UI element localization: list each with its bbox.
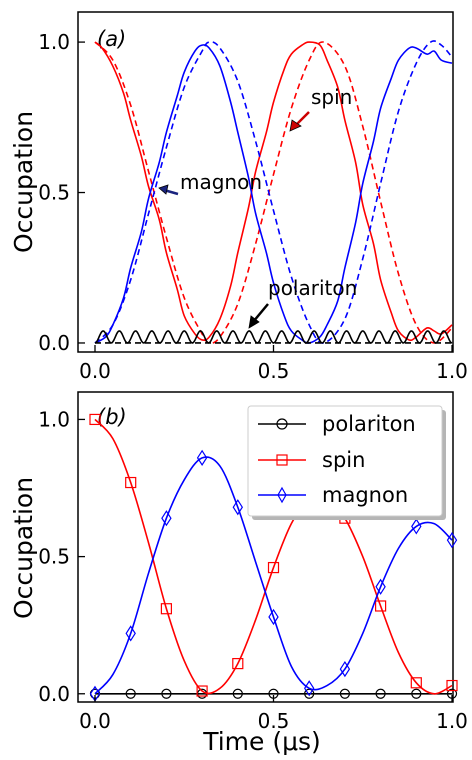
panel-b-xlabel: Time (μs) xyxy=(202,727,321,756)
legend: polariton spin magnon xyxy=(247,405,446,520)
x-tick-label: 0.0 xyxy=(79,359,111,383)
annotation-spin-label: spin xyxy=(311,85,352,109)
data-point xyxy=(268,608,279,626)
legend-entry-magnon: magnon xyxy=(258,483,408,507)
data-point xyxy=(411,518,422,535)
x-tick-label: 0.5 xyxy=(258,359,290,383)
series-line xyxy=(94,41,453,342)
data-point xyxy=(125,688,136,699)
panel-a-ylabel: Occupation xyxy=(9,111,38,253)
legend-marker-spin xyxy=(276,454,288,466)
data-point xyxy=(232,499,244,516)
data-point xyxy=(375,600,387,612)
annotation-magnon-label: magnon xyxy=(180,170,262,194)
data-point xyxy=(161,510,172,527)
panel-b-frame xyxy=(77,391,454,703)
panel-a-plot xyxy=(94,40,453,344)
panel-a: Occupation (a) spin magnon polariton 0.0… xyxy=(9,11,468,383)
x-tick-label: 1.0 xyxy=(436,359,468,383)
y-tick-label: 0.0 xyxy=(38,682,70,706)
legend-box xyxy=(247,405,443,517)
data-point xyxy=(196,449,208,466)
legend-label-spin: spin xyxy=(322,448,365,472)
data-point xyxy=(446,532,458,549)
series-line xyxy=(94,330,453,344)
data-point xyxy=(375,578,386,595)
data-point xyxy=(232,657,244,670)
data-point xyxy=(160,603,172,615)
data-point xyxy=(303,680,315,697)
data-point xyxy=(411,688,422,699)
series-line xyxy=(94,40,453,344)
data-point xyxy=(161,688,172,699)
annotation-spin: spin xyxy=(289,85,352,132)
data-point xyxy=(339,688,350,699)
data-point xyxy=(339,660,351,678)
annotation-magnon: magnon xyxy=(158,170,262,196)
annotation-polariton: polariton xyxy=(248,276,357,329)
polariton-arrowhead xyxy=(248,315,260,329)
data-point xyxy=(89,413,101,426)
x-tick-label: 0.0 xyxy=(79,709,111,733)
legend-marker-polariton xyxy=(276,418,288,430)
data-point xyxy=(375,688,386,699)
series-line xyxy=(94,41,453,344)
series-line xyxy=(94,44,453,344)
magnon-arrowhead xyxy=(158,184,169,195)
series-line xyxy=(94,418,453,695)
x-tick-label: 0.5 xyxy=(258,709,290,733)
y-tick-label: 0.5 xyxy=(38,545,70,569)
legend-marker-magnon xyxy=(277,486,287,504)
panel-a-frame xyxy=(77,11,454,353)
data-point xyxy=(125,625,136,642)
data-point xyxy=(232,688,243,699)
spin-arrowhead xyxy=(289,119,302,132)
data-point xyxy=(125,476,137,489)
x-tick-label: 1.0 xyxy=(436,709,468,733)
data-point xyxy=(410,677,422,689)
legend-label-polariton: polariton xyxy=(322,412,416,436)
y-tick-label: 1.0 xyxy=(38,407,70,431)
panel-b-ylabel: Occupation xyxy=(9,477,38,619)
data-point xyxy=(267,561,280,574)
legend-entry-spin: spin xyxy=(258,448,365,472)
data-point xyxy=(304,688,315,699)
data-point xyxy=(446,679,458,692)
panel-b: Occupation (b) Time (μs) polariton spin … xyxy=(9,391,468,756)
legend-entry-polariton: polariton xyxy=(258,412,416,436)
series-line xyxy=(94,456,453,695)
y-tick-label: 0.0 xyxy=(38,331,70,355)
annotation-polariton-label: polariton xyxy=(268,276,357,300)
legend-label-magnon: magnon xyxy=(322,483,408,507)
data-point xyxy=(196,685,208,697)
y-tick-label: 0.5 xyxy=(38,181,70,205)
y-tick-label: 1.0 xyxy=(38,30,70,54)
